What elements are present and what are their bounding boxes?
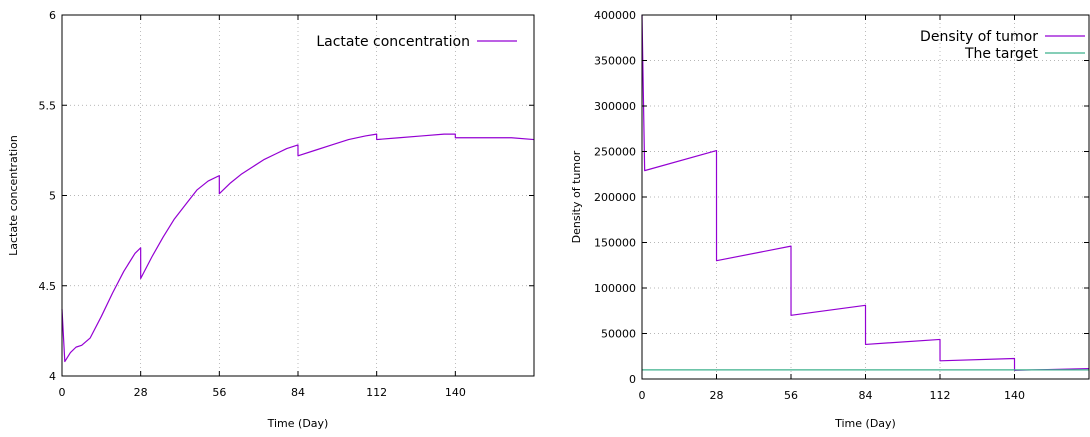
lactate-series-line-0	[61, 133, 535, 363]
lactate-x-axis-label: Time (Day)	[267, 417, 329, 430]
lactate-x-tick-label: 84	[291, 386, 305, 399]
tumor-x-tick-label: 56	[784, 389, 798, 402]
tumor-density-chart: 0 28 56 84 112 140 0 50000 100000 150000 200000 250…	[570, 9, 1090, 430]
lactate-y-tick-label: 5.5	[39, 99, 57, 112]
tumor-x-axis-label: Time (Day)	[834, 417, 896, 430]
tumor-x-tick-label: 112	[930, 389, 951, 402]
tumor-x-tick-label: 0	[639, 389, 646, 402]
lactate-x-tick-label: 112	[366, 386, 387, 399]
lactate-x-tick-label: 140	[445, 386, 466, 399]
tumor-legend-label-1: The target	[964, 46, 1039, 62]
lactate-x-tick-label: 56	[212, 386, 226, 399]
lactate-legend: Lactate concentration	[316, 34, 517, 50]
tumor-y-tick-label: 0	[629, 373, 636, 386]
tumor-y-tick-label: 400000	[594, 9, 636, 22]
lactate-chart: 0 28 56 84 112 140 4 4.5 5 5.5 6 Time (Day) Lactat…	[7, 9, 535, 430]
tumor-x-tick-label: 28	[710, 389, 724, 402]
lactate-x-tick-label: 28	[134, 386, 148, 399]
tumor-y-tick-label: 200000	[594, 191, 636, 204]
lactate-x-tick-label: 0	[59, 386, 66, 399]
tumor-x-tick-label: 84	[859, 389, 873, 402]
lactate-y-tick-label: 4.5	[39, 280, 57, 293]
tumor-y-axis-label: Density of tumor	[570, 150, 583, 243]
tumor-y-tick-label: 350000	[594, 55, 636, 68]
tumor-y-tick-label: 50000	[601, 328, 636, 341]
lactate-y-tick-label: 5	[49, 190, 56, 203]
lactate-y-tick-label: 6	[49, 9, 56, 22]
tumor-y-tick-label: 300000	[594, 100, 636, 113]
tumor-legend-label-0: Density of tumor	[920, 29, 1038, 45]
tumor-series-line-0	[641, 14, 1090, 371]
lactate-legend-label-0: Lactate concentration	[316, 34, 470, 50]
lactate-y-tick-label: 4	[49, 370, 56, 383]
tumor-x-tick-label: 140	[1004, 389, 1025, 402]
tumor-y-tick-label: 250000	[594, 146, 636, 159]
tumor-y-tick-label: 100000	[594, 282, 636, 295]
lactate-y-axis-label: Lactate concentration	[7, 135, 20, 256]
tumor-y-tick-label: 150000	[594, 237, 636, 250]
